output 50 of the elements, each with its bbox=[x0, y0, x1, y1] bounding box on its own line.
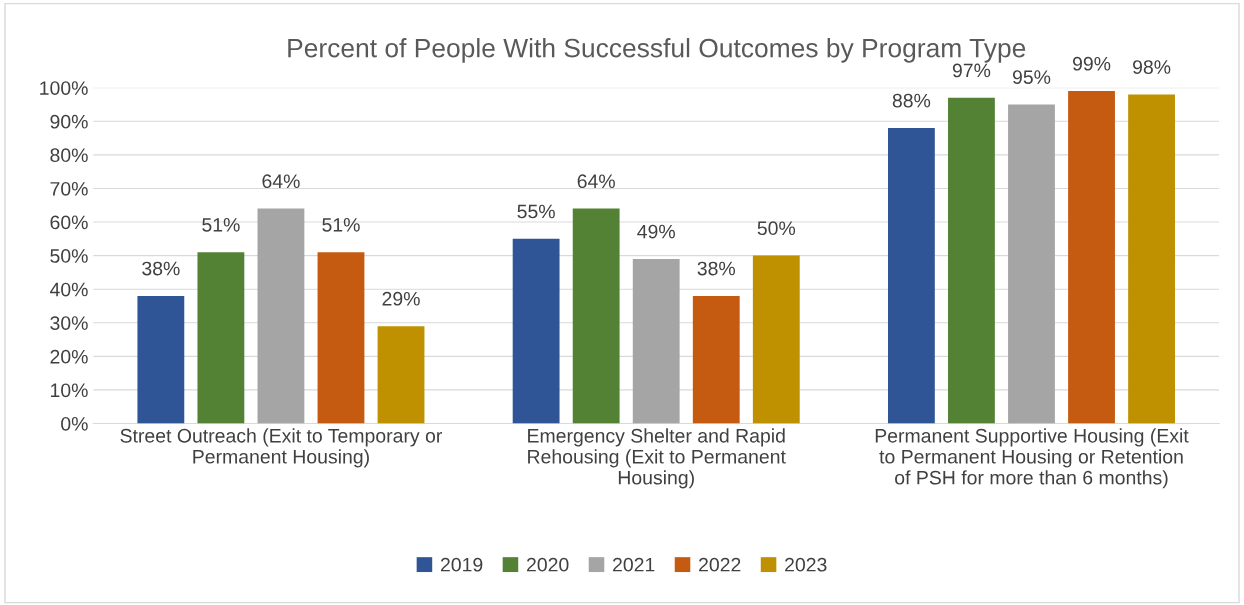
legend-label: 2020 bbox=[526, 557, 569, 572]
bar bbox=[887, 128, 935, 424]
data-label: 38% bbox=[697, 261, 736, 276]
x-tick-label: Permanent Supportive Housing (Exit to Permanent Housing or Retention of PSH for more than 6 months) bbox=[875, 428, 1189, 489]
legend-label: 2021 bbox=[613, 557, 655, 572]
data-label: 64% bbox=[577, 174, 615, 189]
bar bbox=[948, 97, 995, 424]
data-label: 50% bbox=[757, 221, 796, 236]
y-tick-label: 60% bbox=[50, 215, 88, 230]
y-tick-label: 0% bbox=[61, 416, 88, 431]
data-label: 97% bbox=[952, 63, 991, 78]
bar bbox=[377, 326, 425, 424]
bar bbox=[512, 238, 560, 424]
y-tick-label: 10% bbox=[51, 383, 88, 398]
legend-label: 2022 bbox=[699, 557, 741, 572]
bar bbox=[572, 208, 620, 424]
chart-title: Percent of People With Successful Outcomes by Program Type bbox=[288, 38, 1026, 63]
data-label: 99% bbox=[1072, 56, 1111, 71]
bar bbox=[317, 252, 365, 424]
data-label: 49% bbox=[637, 224, 675, 239]
y-tick-label: 30% bbox=[50, 316, 88, 330]
bar bbox=[197, 252, 245, 424]
y-tick-label: 70% bbox=[50, 181, 88, 196]
bar bbox=[1128, 94, 1175, 424]
y-tick-label: 90% bbox=[50, 114, 88, 129]
legend-label: 2019 bbox=[440, 557, 483, 572]
y-tick-label: 40% bbox=[49, 282, 88, 297]
y-tick-label: 80% bbox=[50, 148, 88, 163]
data-label: 95% bbox=[1012, 70, 1051, 84]
bar bbox=[137, 295, 185, 424]
data-label: 38% bbox=[142, 261, 180, 276]
bar bbox=[1068, 91, 1115, 424]
bar bbox=[632, 258, 680, 424]
legend-label: 2023 bbox=[785, 557, 827, 572]
bar bbox=[257, 208, 305, 424]
data-label: 51% bbox=[202, 218, 240, 232]
y-tick-label: 50% bbox=[50, 249, 88, 263]
data-label: 55% bbox=[517, 204, 555, 219]
data-label: 98% bbox=[1133, 60, 1171, 74]
x-tick-label: Emergency Shelter and Rapid Rehousing (Exit to Permanent Housing) bbox=[528, 428, 786, 489]
bar bbox=[752, 255, 800, 424]
bar bbox=[692, 295, 740, 424]
data-label: 51% bbox=[322, 218, 360, 232]
data-label: 64% bbox=[262, 174, 300, 189]
bar bbox=[1008, 104, 1055, 424]
x-tick-label: Street Outreach (Exit to Temporary or Permanent Housing) bbox=[120, 428, 443, 468]
y-tick-label: 20% bbox=[50, 349, 88, 364]
data-label: 88% bbox=[892, 93, 931, 108]
y-tick-label: 100% bbox=[40, 81, 88, 95]
data-label: 29% bbox=[382, 291, 420, 306]
